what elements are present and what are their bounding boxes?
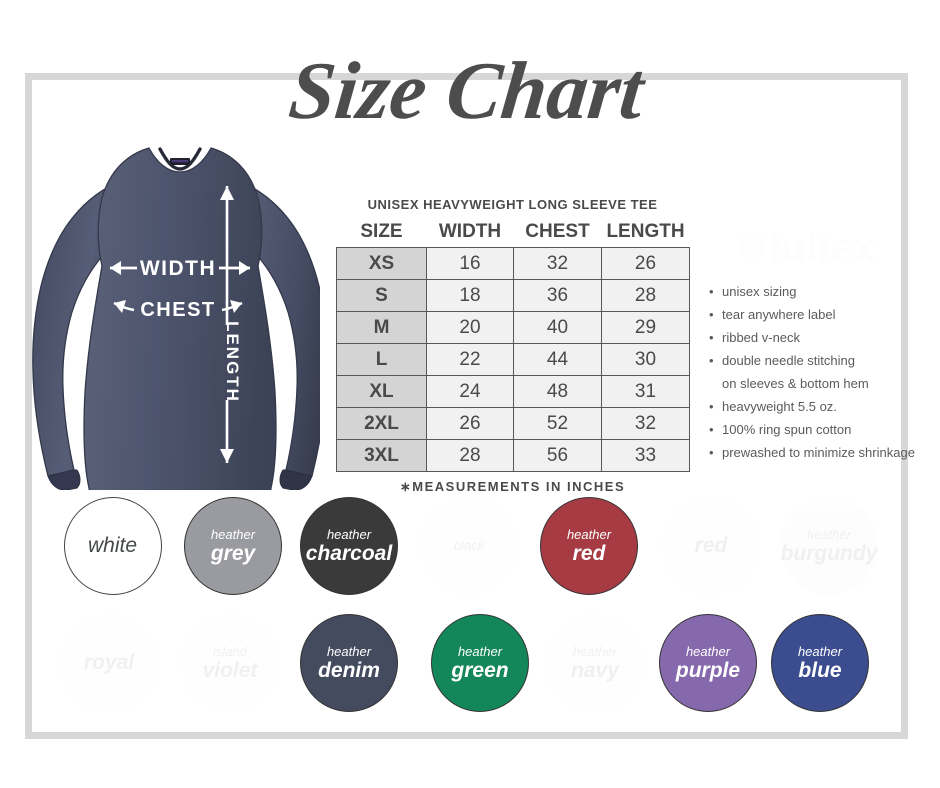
svg-text:WIDTH: WIDTH bbox=[140, 257, 216, 280]
svg-text:CHEST: CHEST bbox=[140, 299, 215, 321]
svg-text:Size Chart: Size Chart bbox=[285, 45, 650, 136]
svg-text:LENGTH: LENGTH bbox=[223, 321, 242, 403]
